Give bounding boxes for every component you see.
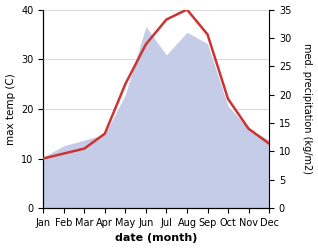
X-axis label: date (month): date (month) [115, 234, 197, 244]
Y-axis label: max temp (C): max temp (C) [5, 73, 16, 145]
Y-axis label: med. precipitation (kg/m2): med. precipitation (kg/m2) [302, 43, 313, 174]
